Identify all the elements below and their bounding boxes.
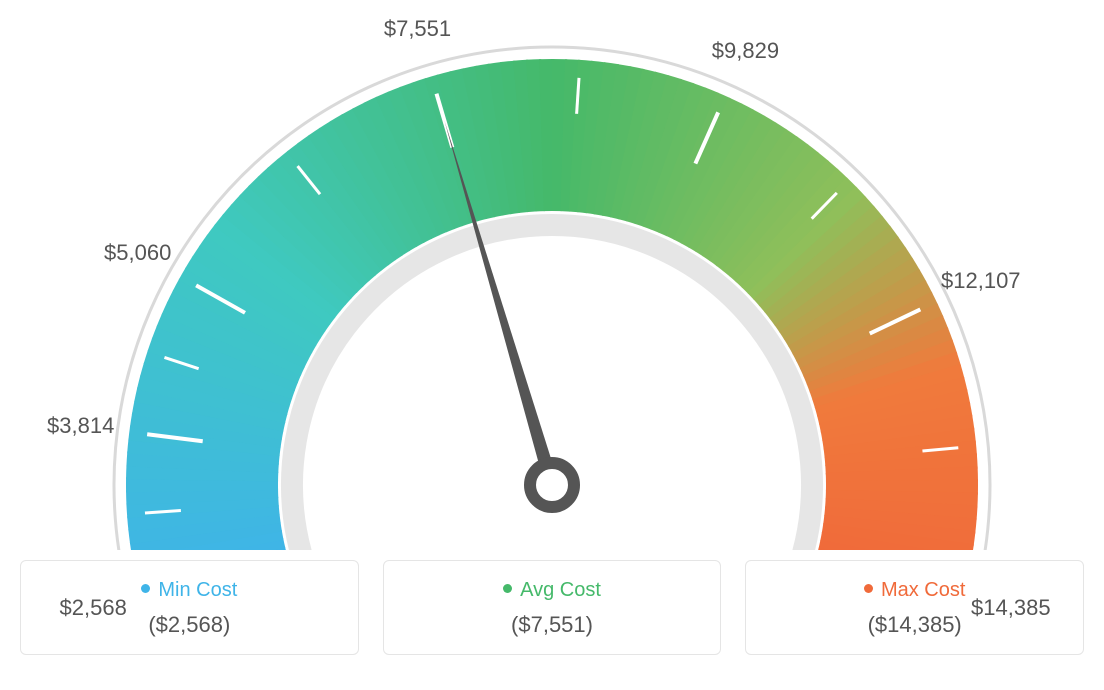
legend-title-text: Max Cost <box>881 579 965 601</box>
gauge-tick-label: $9,829 <box>712 38 779 64</box>
legend-value-avg: ($7,551) <box>394 612 711 638</box>
gauge-tick-label: $3,814 <box>47 413 114 439</box>
legend-title-avg: Avg Cost <box>394 579 711 602</box>
gauge-area: $2,568$3,814$5,060$7,551$9,829$12,107$14… <box>20 20 1084 550</box>
dot-icon <box>503 584 512 593</box>
dot-icon <box>141 584 150 593</box>
cost-gauge-chart: $2,568$3,814$5,060$7,551$9,829$12,107$14… <box>20 20 1084 655</box>
gauge-tick-label: $2,568 <box>60 595 127 621</box>
dot-icon <box>864 584 873 593</box>
legend-title-text: Min Cost <box>158 579 237 601</box>
gauge-tick-label: $5,060 <box>104 240 171 266</box>
gauge-tick-label: $7,551 <box>384 16 451 42</box>
gauge-tick-label: $14,385 <box>971 595 1051 621</box>
gauge-tick-label: $12,107 <box>941 268 1021 294</box>
legend-title-text: Avg Cost <box>520 579 601 601</box>
gauge-svg <box>20 20 1084 550</box>
legend-card-avg: Avg Cost ($7,551) <box>383 560 722 655</box>
legend-row: Min Cost ($2,568) Avg Cost ($7,551) Max … <box>20 560 1084 655</box>
